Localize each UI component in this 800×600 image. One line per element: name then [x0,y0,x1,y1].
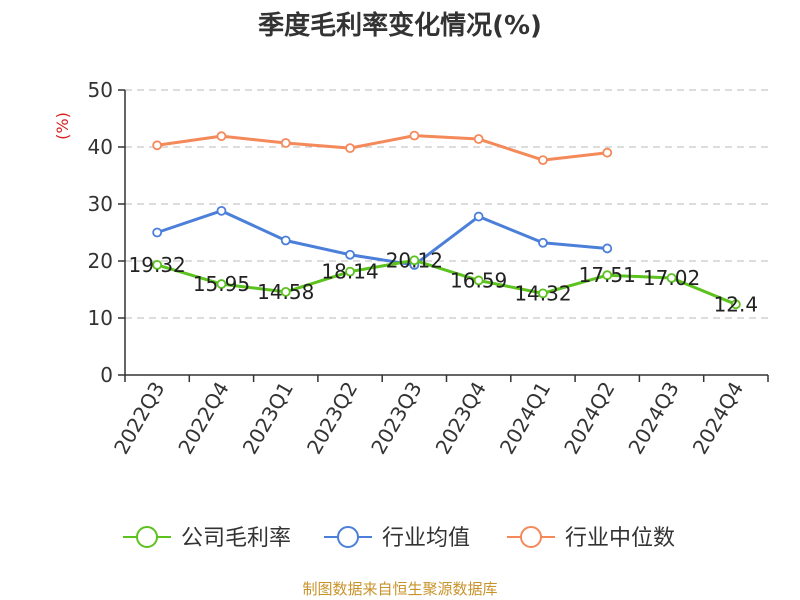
series-line [156,258,737,306]
series-industry_median [152,130,613,166]
series-line [156,209,608,267]
data-point [473,134,484,144]
data-label: 20.12 [386,248,443,272]
data-point [602,243,613,254]
data-label: 17.51 [579,263,636,287]
data-label: 14.58 [257,280,314,304]
series-company [152,255,741,310]
series-industry_avg [152,205,613,270]
data-point [152,227,163,238]
x-tick-label: 2022Q4 [173,378,233,459]
y-tick-label: 40 [88,135,113,159]
x-tick-label: 2024Q2 [559,378,619,459]
data-point [730,299,741,310]
x-tick-label: 2022Q3 [109,378,169,459]
data-label: 14.32 [514,281,571,305]
y-tick-label: 0 [100,363,113,387]
y-tick-label: 10 [88,306,113,330]
data-point [345,249,355,260]
legend-item-industry_median[interactable]: 行业中位数 [507,526,675,551]
chart-title: 季度毛利率变化情况(%) [258,10,542,41]
data-point [473,211,484,222]
data-point [280,235,291,246]
legend-marker [136,526,158,548]
legend-marker [337,526,359,548]
data-point [409,255,420,266]
data-point [602,147,613,158]
series-line [156,134,608,162]
legend-item-company[interactable]: 公司毛利率 [123,526,291,551]
legend-marker [520,526,542,548]
legend-label: 行业中位数 [565,526,675,551]
data-point [280,138,291,148]
data-point [216,205,227,216]
data-point [538,155,548,166]
source-note: 制图数据来自恒生聚源数据库 [302,580,497,598]
y-axis-unit-label: (%) [53,112,72,140]
data-point [345,266,355,277]
legend[interactable]: 公司毛利率 行业均值 行业中位数 [123,526,675,551]
x-tick-label: 2024Q3 [623,378,683,459]
data-point [538,288,548,299]
data-point [216,131,227,142]
data-point [345,143,355,154]
data-labels: 19.32 15.95 14.58 18.14 20.12 16.59 14.32 17.51… [129,248,759,316]
data-point [280,286,291,297]
data-point [538,237,548,248]
data-label: 18.14 [321,260,378,284]
data-label: 15.95 [193,272,250,296]
data-label: 17.02 [643,266,700,290]
data-point [473,275,484,286]
legend-label: 公司毛利率 [181,526,291,551]
data-label: 12.4 [714,292,759,316]
x-tick-label: 2023Q3 [366,378,426,459]
data-point [152,140,163,151]
y-tick-label: 30 [88,192,113,216]
data-label: 19.32 [129,253,186,277]
x-tick-label: 2023Q4 [431,378,491,459]
data-point [409,130,420,141]
data-label: 16.59 [450,268,507,292]
x-tick-label: 2024Q4 [688,378,748,459]
legend-label: 行业均值 [382,526,470,551]
data-point [602,270,613,281]
data-point [216,279,227,289]
x-tick-label: 2023Q1 [238,378,298,459]
y-tick-label: 20 [88,249,113,273]
legend-item-industry_avg[interactable]: 行业均值 [324,526,470,551]
series [152,130,741,310]
data-point [666,273,677,283]
x-tick-label: 2023Q2 [302,378,362,459]
y-tick-label: 50 [88,78,113,102]
data-point [152,259,163,270]
x-tick-label: 2024Q1 [495,378,555,459]
